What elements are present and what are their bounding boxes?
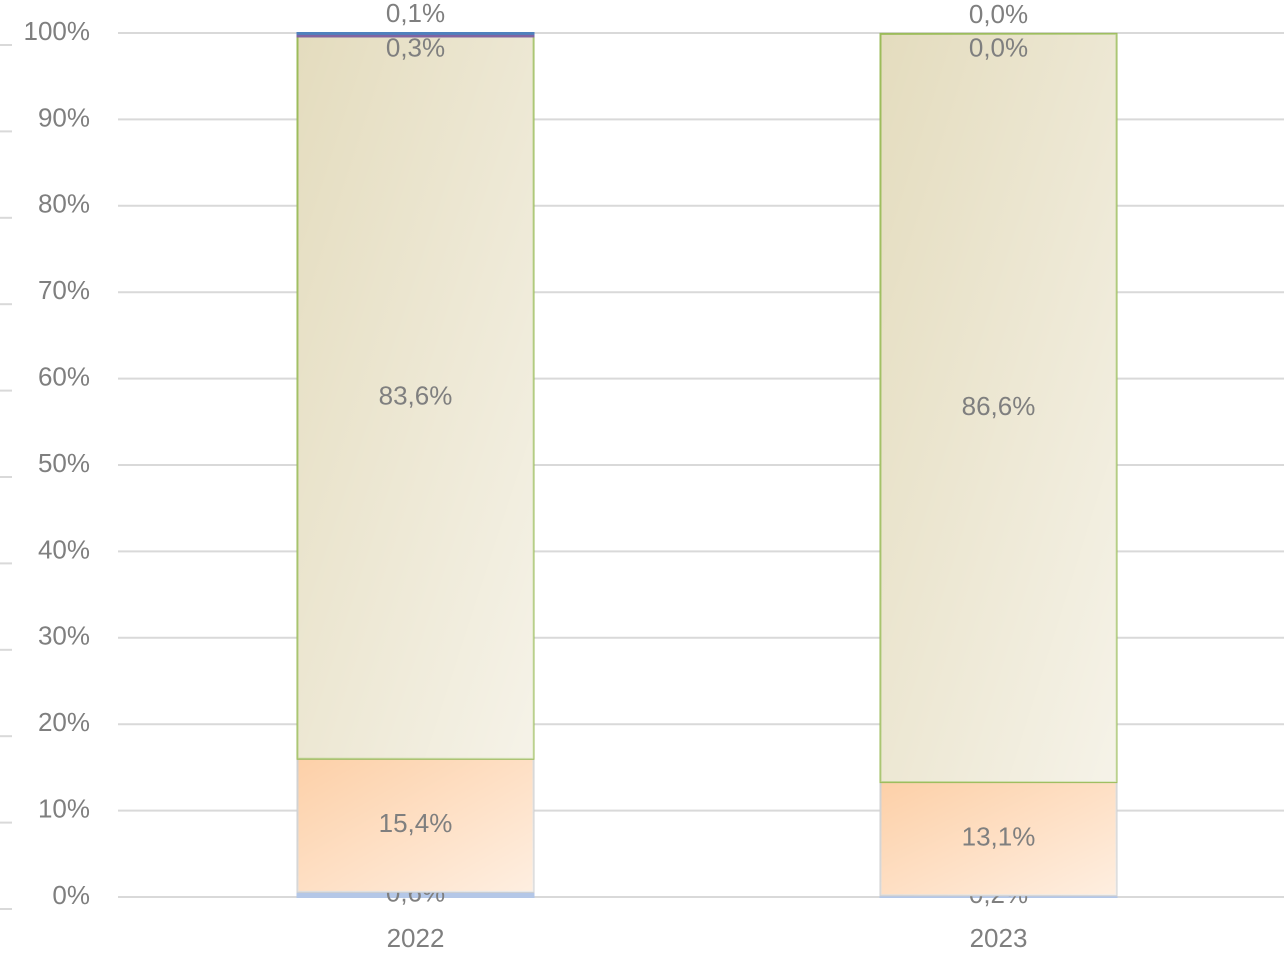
y-tick-label: 50% bbox=[38, 448, 90, 478]
data-label: 0,1% bbox=[386, 0, 445, 28]
data-label: 13,1% bbox=[962, 822, 1036, 852]
data-label: 0,0% bbox=[969, 33, 1028, 63]
data-label: 83,6% bbox=[379, 380, 453, 410]
y-tick-label: 80% bbox=[38, 189, 90, 219]
data-label: 15,4% bbox=[379, 808, 453, 838]
bar-segment bbox=[296, 32, 535, 35]
y-tick-label: 90% bbox=[38, 102, 90, 132]
y-tick-label: 60% bbox=[38, 361, 90, 391]
y-tick-label: 30% bbox=[38, 621, 90, 651]
y-tick-label: 20% bbox=[38, 707, 90, 737]
y-tick-label: 0% bbox=[52, 880, 90, 910]
y-tick-label: 10% bbox=[38, 793, 90, 823]
x-tick-label: 2023 bbox=[970, 923, 1028, 953]
bar-sheen bbox=[297, 36, 534, 759]
y-tick-label: 100% bbox=[24, 16, 91, 46]
bar-sheen bbox=[297, 758, 534, 892]
bar-sheen bbox=[880, 33, 1117, 783]
x-tick-label: 2022 bbox=[387, 923, 445, 953]
y-tick-label: 70% bbox=[38, 275, 90, 305]
data-label: 86,6% bbox=[962, 391, 1036, 421]
data-label: 0,3% bbox=[386, 33, 445, 63]
bar-sheen bbox=[880, 782, 1117, 896]
y-tick-label: 40% bbox=[38, 534, 90, 564]
data-label: 0,0% bbox=[969, 0, 1028, 29]
